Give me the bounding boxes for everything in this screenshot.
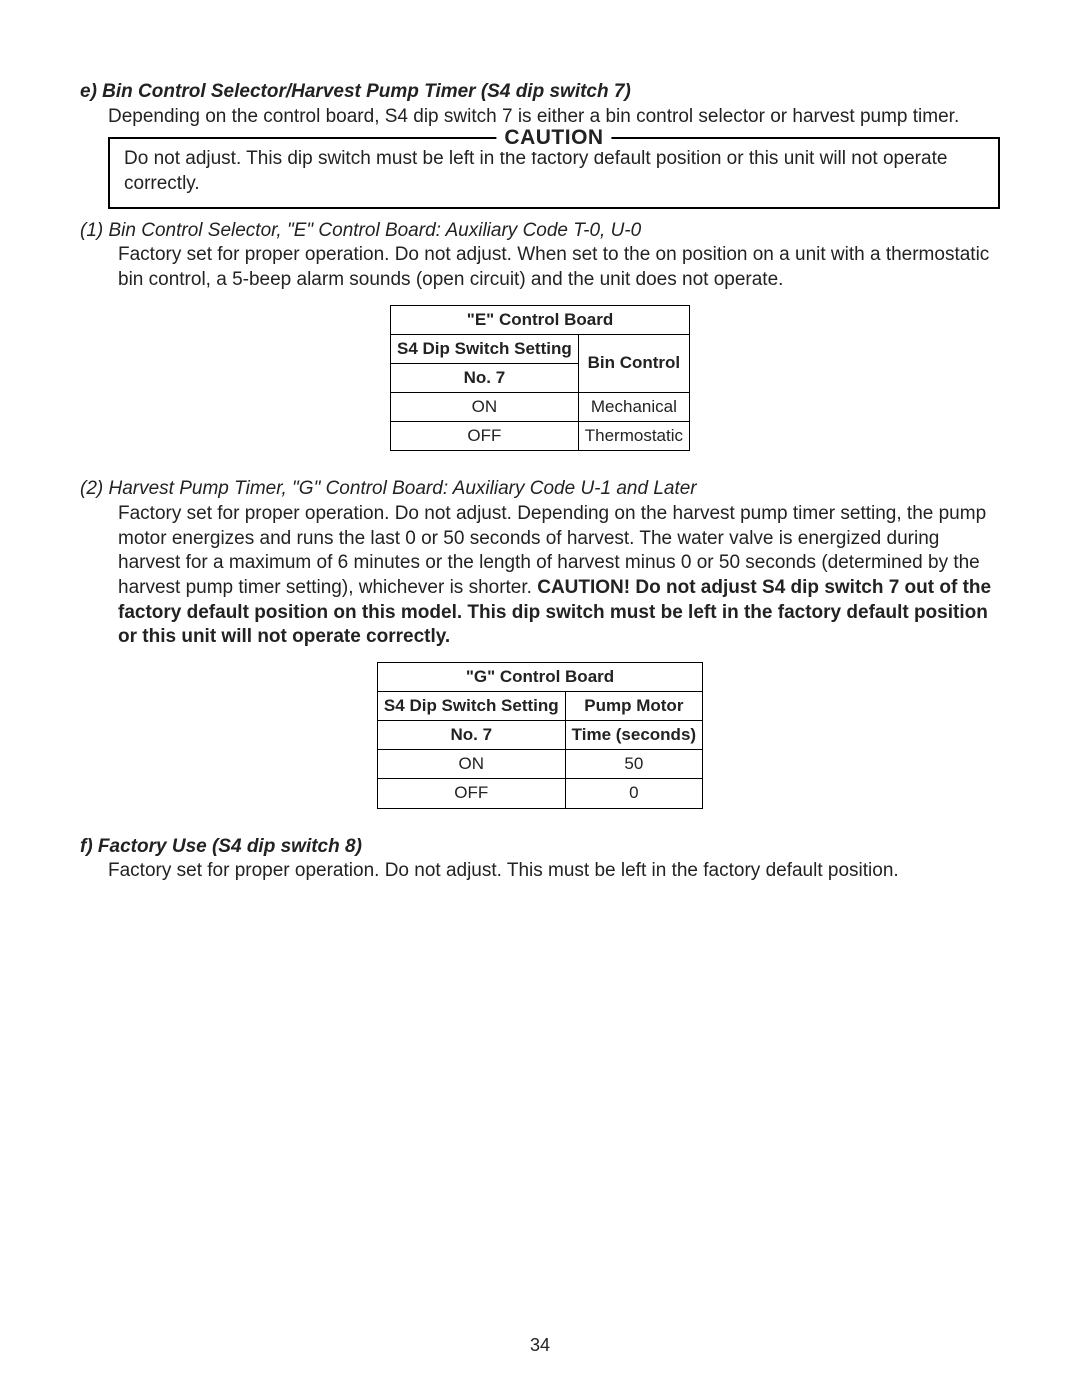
table1-r0-b: Mechanical [578,393,689,422]
section-e-heading: e) Bin Control Selector/Harvest Pump Tim… [80,80,1000,105]
table2-r1-b: 0 [565,779,702,808]
section-f-heading: f) Factory Use (S4 dip switch 8) [80,835,1000,860]
table1-col2: Bin Control [578,334,689,392]
table1-r1-b: Thermostatic [578,422,689,451]
table-row: OFF 0 [377,779,702,808]
sub2-heading: (2) Harvest Pump Timer, "G" Control Boar… [80,477,1000,502]
table-row: ON 50 [377,750,702,779]
table2-title: "G" Control Board [377,663,702,692]
table2-col1-bot: No. 7 [377,721,565,750]
table2-col2-bot: Time (seconds) [565,721,702,750]
table2-r0-b: 50 [565,750,702,779]
table1-r0-a: ON [391,393,579,422]
caution-label: CAUTION [496,124,611,151]
table1-title: "E" Control Board [391,305,690,334]
table2-col1-top: S4 Dip Switch Setting [377,692,565,721]
table-e-control-board: "E" Control Board S4 Dip Switch Setting … [390,305,690,451]
caution-box: CAUTION Do not adjust. This dip switch m… [108,137,1000,208]
table2-r1-a: OFF [377,779,565,808]
sub1-heading: (1) Bin Control Selector, "E" Control Bo… [80,219,1000,244]
table2-r0-a: ON [377,750,565,779]
table-row: OFF Thermostatic [391,422,690,451]
table1-r1-a: OFF [391,422,579,451]
caution-text: Do not adjust. This dip switch must be l… [124,148,947,194]
table1-col1-top: S4 Dip Switch Setting [391,334,579,363]
sub2-body: Factory set for proper operation. Do not… [118,502,1000,650]
table1-col1-bot: No. 7 [391,364,579,393]
table-g-control-board: "G" Control Board S4 Dip Switch Setting … [377,662,703,808]
table-row: ON Mechanical [391,393,690,422]
page-number: 34 [0,1334,1080,1357]
sub1-body: Factory set for proper operation. Do not… [118,243,1000,292]
table2-col2-top: Pump Motor [565,692,702,721]
section-f-body: Factory set for proper operation. Do not… [108,859,1000,884]
